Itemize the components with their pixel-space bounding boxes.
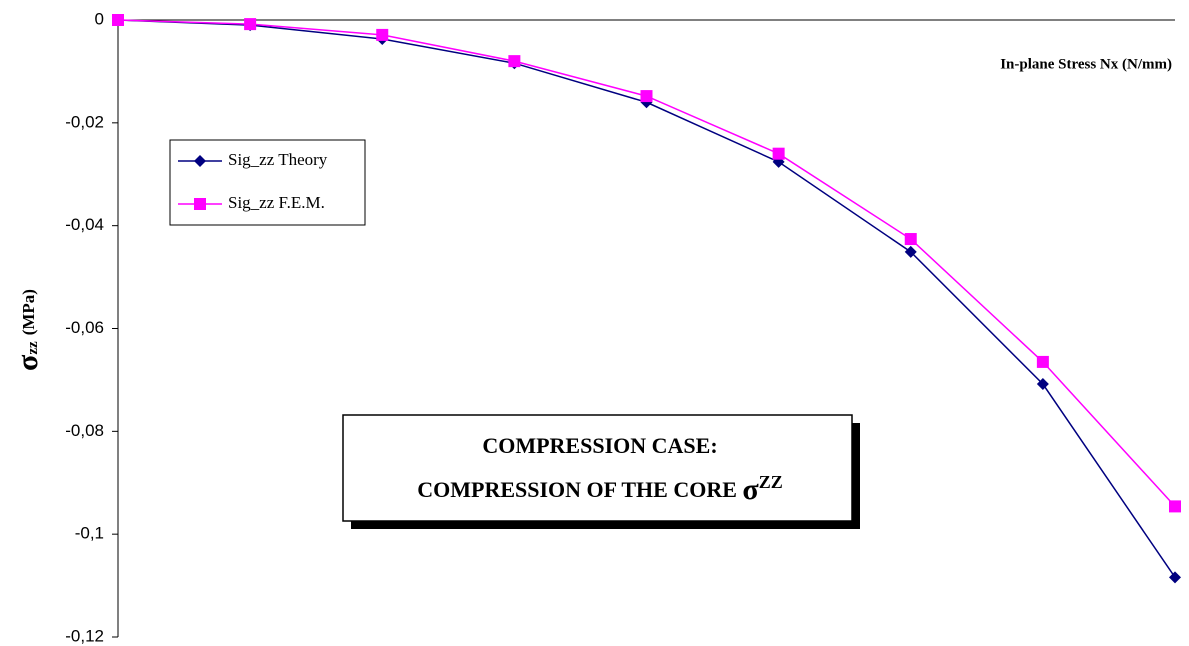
data-point: [640, 90, 653, 103]
y-tick-label: -0,12: [65, 626, 104, 645]
annotation-line: COMPRESSION CASE:: [482, 433, 717, 458]
y-axis-label: σzz (MPa): [11, 289, 44, 371]
data-point: [1036, 378, 1049, 391]
y-tick-label: -0,02: [65, 112, 104, 131]
y-tick-label: 0: [95, 9, 104, 28]
legend-marker: [194, 155, 206, 167]
data-point: [1169, 500, 1181, 513]
annotation-symbol: σ: [742, 473, 759, 506]
legend-label: Sig_zz Theory: [228, 150, 328, 169]
y-tick-label: -0,1: [75, 524, 104, 543]
legend-marker: [194, 198, 206, 210]
annotation-line: COMPRESSION OF THE CORE σZZ: [417, 472, 783, 506]
annotation-text: COMPRESSION OF THE CORE: [417, 477, 737, 502]
y-tick-label: -0,08: [65, 421, 104, 440]
data-point: [904, 233, 917, 246]
data-point: [376, 28, 389, 41]
data-point: [244, 18, 257, 31]
y-tick-label: -0,06: [65, 318, 104, 337]
data-point: [772, 147, 785, 160]
y-label-unit: (MPa): [19, 289, 38, 335]
data-point: [1036, 355, 1049, 368]
data-point: [904, 245, 917, 258]
data-point: [1169, 571, 1181, 584]
x-axis-label: In-plane Stress Nx (N/mm): [1000, 56, 1172, 72]
y-label-subscript: zz: [25, 341, 41, 355]
data-point: [112, 14, 124, 26]
legend-box: [169, 139, 366, 226]
y-tick-label: -0,04: [65, 215, 104, 234]
annotation-box: [342, 414, 853, 522]
data-point: [508, 55, 521, 68]
svg-text:σzz(MPa): σzz (MPa): [11, 289, 44, 371]
legend-label: Sig_zz F.E.M.: [228, 193, 325, 212]
annotation-superscript: ZZ: [759, 472, 783, 492]
y-label-symbol: σ: [11, 354, 44, 371]
